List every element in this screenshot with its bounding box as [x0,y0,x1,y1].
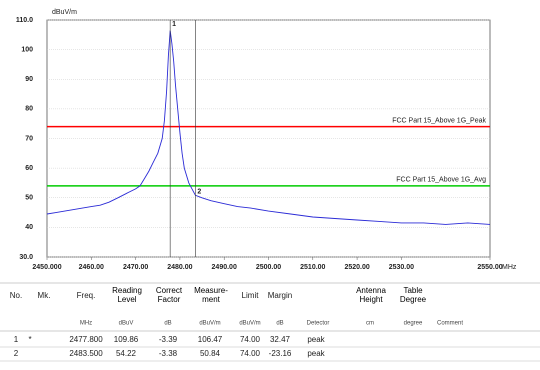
unit: Detector [307,321,330,327]
cell: -23.16 [269,349,292,358]
cell: 50.84 [200,349,221,358]
y-tick-label: 60 [25,165,33,172]
unit: dBuV [119,321,134,327]
header: No. [10,291,22,300]
marker-label: 1 [172,21,176,28]
x-tick-label: 2520.00 [344,264,369,271]
cell: 2483.500 [69,349,103,358]
limit-label: FCC Part 15_Above 1G_Peak [392,117,486,124]
x-tick-label: 2500.00 [256,264,281,271]
cell: -3.39 [159,335,178,344]
header: Limit [242,291,260,300]
cell: 54.22 [116,349,137,358]
y-tick-label: 80 [25,106,33,113]
header: Reading Level [112,286,142,304]
cell: 2477.800 [69,335,103,344]
marker-label: 2 [197,189,201,196]
header-wrap: Antenna Height [356,286,386,304]
unit: MHz [80,321,92,327]
header: Table Degree [399,286,427,304]
header-wrap: Correct Factor [155,286,183,304]
y-tick-label: 90 [25,76,33,83]
header: Freq. [77,291,96,300]
cell: peak [307,349,325,358]
unit: Comment [437,321,463,327]
cell: 106.47 [198,335,223,344]
unit: degree [404,321,423,327]
header: Measure-ment [194,286,228,304]
cell: 74.00 [240,335,261,344]
trace [46,30,491,225]
header: Antenna Height [356,286,386,304]
y-tick-label: 110.0 [16,17,33,24]
header-wrap: Measure-ment [194,286,228,304]
x-tick-label: 2460.00 [79,264,104,271]
x-tick-label: 2480.00 [167,264,192,271]
header-wrap: Reading Level [112,286,142,304]
y-tick-label: 40 [25,224,33,231]
x-tick-label: 2490.00 [212,264,237,271]
cell: 74.00 [240,349,261,358]
header: Margin [268,291,292,300]
unit: dB [164,321,171,327]
cell: 2 [14,349,19,358]
x-unit: MHz [502,264,517,271]
x-tick-label: 2470.00 [123,264,148,271]
cell: -3.38 [159,349,178,358]
y-unit: dBuV/m [52,9,77,16]
y-tick-label: 50 [25,195,33,202]
unit: cm [366,321,374,327]
unit: dBuV/m [239,321,260,327]
unit: dB [276,321,283,327]
y-tick-label: 30.0 [19,254,33,261]
cell: 109.86 [114,335,139,344]
x-tick-label: 2550.00 [477,264,502,271]
x-tick-label: 2510.00 [300,264,325,271]
y-tick-label: 100 [21,46,33,53]
cell: peak [307,335,325,344]
cell: 1 [14,335,19,344]
x-tick-label: 2530.00 [389,264,414,271]
cell: * [28,335,31,344]
x-tick-label: 2450.000 [32,264,61,271]
header-wrap: Table Degree [399,286,427,304]
header: Correct Factor [155,286,183,304]
unit: dBuV/m [199,321,220,327]
y-tick-label: 70 [25,135,33,142]
limit-label: FCC Part 15_Above 1G_Avg [396,177,486,184]
cell: 32.47 [270,335,291,344]
header: Mk. [38,291,51,300]
